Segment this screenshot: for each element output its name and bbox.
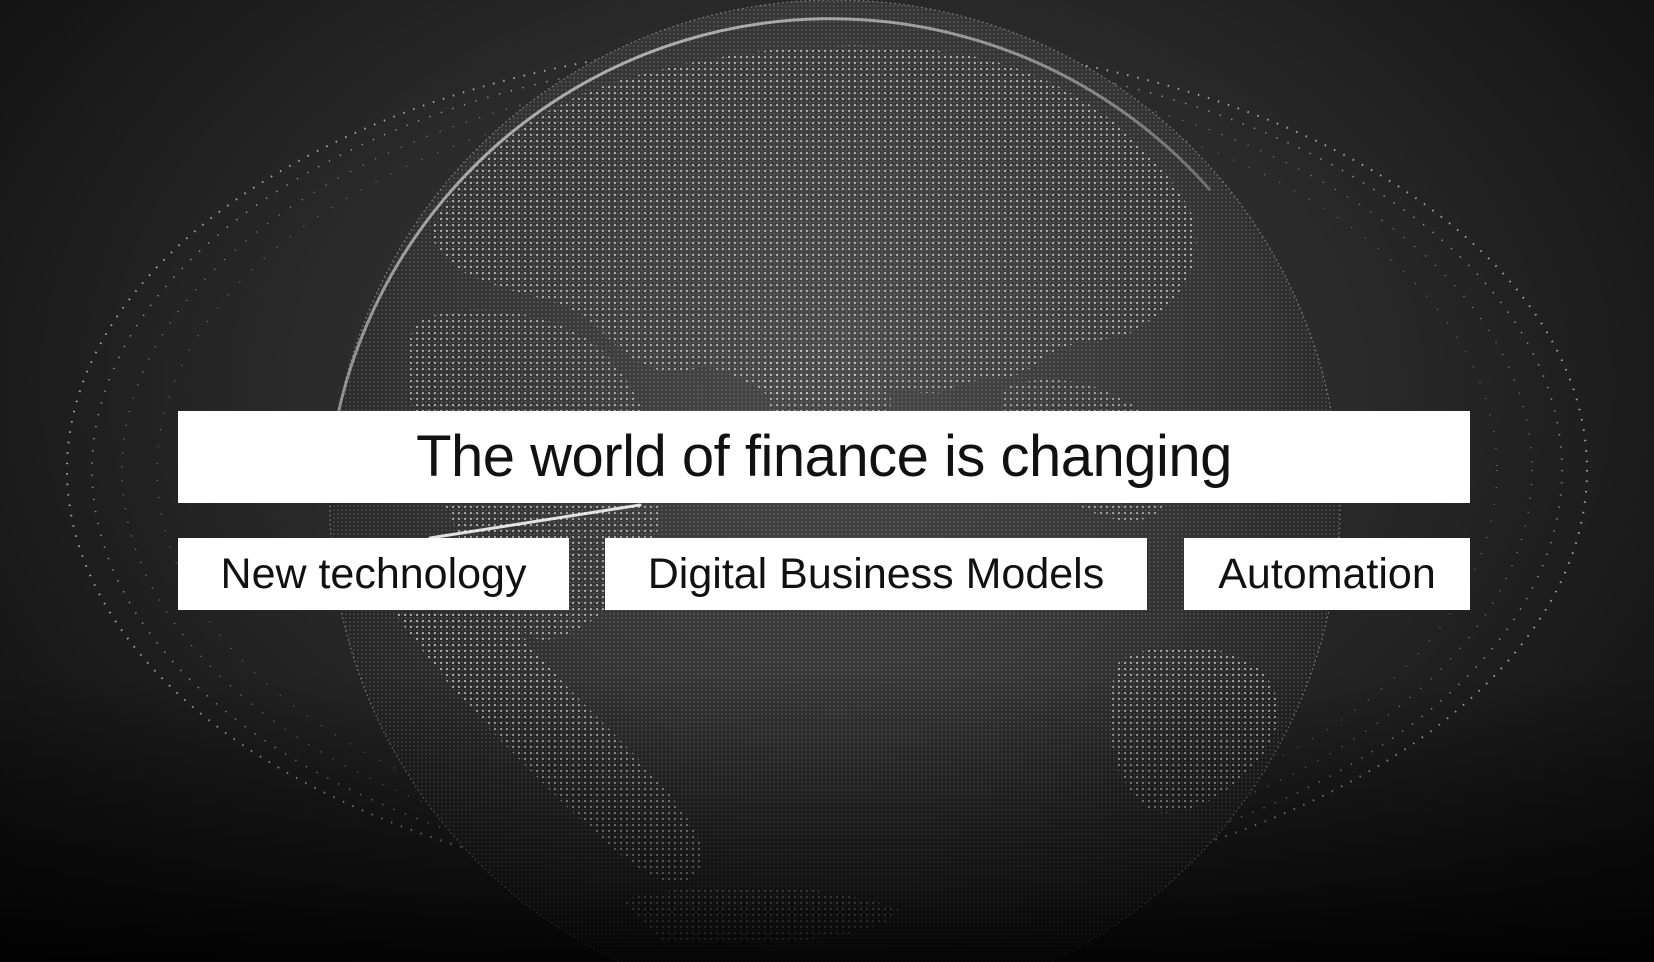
- tag-new-technology: New technology: [178, 538, 569, 610]
- tag-automation: Automation: [1184, 538, 1470, 610]
- headline-text: The world of finance is changing: [416, 424, 1232, 489]
- tag-digital-business-models: Digital Business Models: [605, 538, 1147, 610]
- tag-label: Digital Business Models: [647, 549, 1105, 598]
- tag-label: Automation: [1218, 549, 1436, 598]
- tag-label: New technology: [220, 549, 527, 598]
- headline-banner: The world of finance is changing: [178, 411, 1470, 503]
